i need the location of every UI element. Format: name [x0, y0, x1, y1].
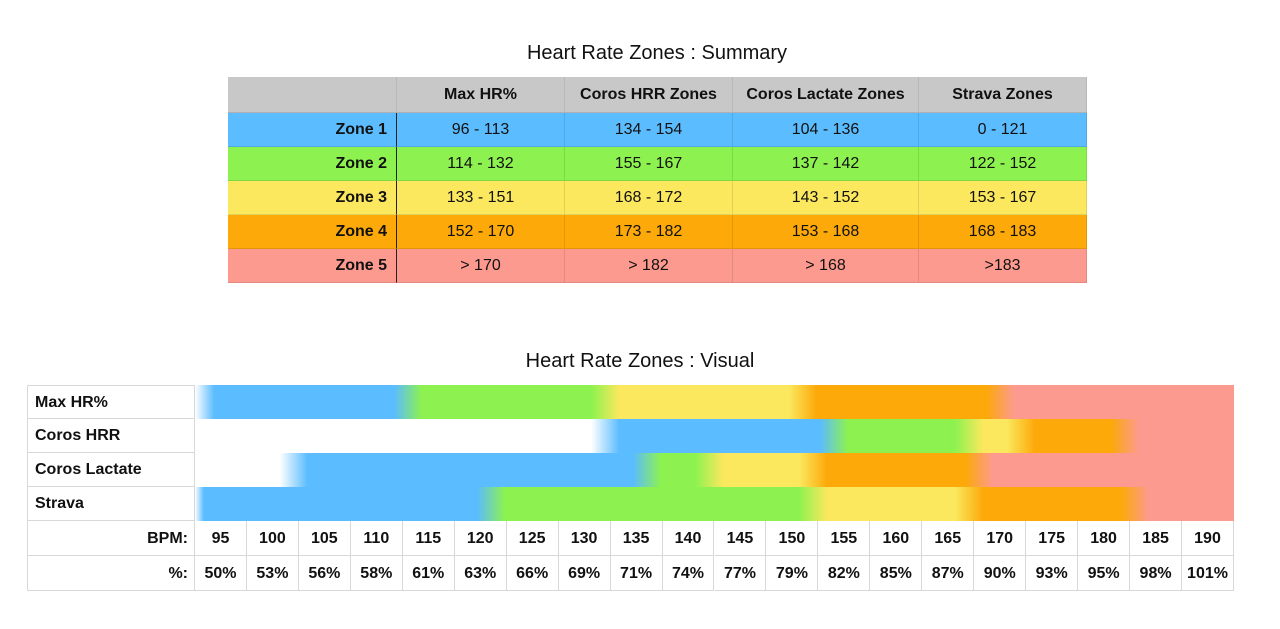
bpm-tick: 130	[558, 521, 611, 556]
series-label: Coros Lactate	[27, 453, 195, 487]
header-coros-hrr: Coros HRR Zones	[565, 77, 733, 113]
bpm-tick: 165	[922, 521, 975, 556]
zone-range-cell: > 182	[565, 249, 733, 283]
pct-tick: 56%	[298, 556, 351, 591]
bpm-tick: 175	[1026, 521, 1079, 556]
bpm-row-label: BPM:	[27, 521, 195, 556]
bpm-tick: 170	[974, 521, 1027, 556]
header-coros-lactate: Coros Lactate Zones	[733, 77, 919, 113]
zone-label: Zone 3	[228, 181, 397, 215]
zone-range-cell: 137 - 142	[733, 147, 919, 181]
zone-bar-max-hr-	[195, 385, 1234, 419]
bpm-row: BPM: 95 100 105 110 115 120 125 130 135 140 145 150 1…	[27, 521, 1234, 556]
pct-tick: 50%	[195, 556, 247, 591]
bpm-tick: 140	[662, 521, 715, 556]
series-label: Coros HRR	[27, 419, 195, 453]
bpm-tick: 135	[610, 521, 663, 556]
zone-bar-coros-hrr	[195, 419, 1234, 453]
zone-label: Zone 5	[228, 249, 397, 283]
visual-title: Heart Rate Zones : Visual	[525, 350, 755, 372]
zone-label: Zone 1	[228, 113, 397, 147]
bpm-tick: 105	[298, 521, 351, 556]
pct-tick: 58%	[350, 556, 403, 591]
bpm-tick: 160	[870, 521, 923, 556]
bpm-tick: 115	[402, 521, 455, 556]
pct-tick: 85%	[870, 556, 923, 591]
bpm-tick: 155	[818, 521, 871, 556]
bpm-tick: 110	[350, 521, 403, 556]
zone-range-cell: > 170	[397, 249, 565, 283]
zone-bar-strava	[195, 487, 1234, 521]
zone-range-cell: >183	[919, 249, 1087, 283]
summary-header-row: Max HR% Coros HRR Zones Coros Lactate Zo…	[228, 77, 1087, 113]
pct-tick: 61%	[402, 556, 455, 591]
bpm-tick: 95	[195, 521, 247, 556]
visual-chart: Max HR% Coros HRR Coros Lactate Strava BPM: 9…	[27, 385, 1234, 592]
pct-tick: 87%	[922, 556, 975, 591]
zone-range-cell: 104 - 136	[733, 113, 919, 147]
pct-tick: 74%	[662, 556, 715, 591]
pct-tick: 71%	[610, 556, 663, 591]
zone-range-cell: 143 - 152	[733, 181, 919, 215]
pct-row: %: 50% 53% 56% 58% 61% 63% 66% 69% 71% 74% 77% 79% 82…	[27, 556, 1234, 591]
pct-tick: 90%	[974, 556, 1027, 591]
bpm-tick: 185	[1130, 521, 1183, 556]
summary-row-zone-3: Zone 3 133 - 151 168 - 172 143 - 152 153 - 1…	[228, 181, 1087, 215]
zone-range-cell: 168 - 172	[565, 181, 733, 215]
pct-tick: 77%	[714, 556, 767, 591]
pct-row-label: %:	[27, 556, 195, 591]
header-corner	[228, 77, 397, 113]
bpm-tick: 150	[766, 521, 819, 556]
pct-tick: 93%	[1026, 556, 1079, 591]
zone-range-cell: 114 - 132	[397, 147, 565, 181]
summary-title: Heart Rate Zones : Summary	[526, 42, 788, 64]
pct-tick: 95%	[1078, 556, 1131, 591]
summary-table: Max HR% Coros HRR Zones Coros Lactate Zo…	[228, 77, 1087, 284]
bpm-tick: 190	[1182, 521, 1234, 556]
bpm-tick: 145	[714, 521, 767, 556]
zone-range-cell: 153 - 167	[919, 181, 1087, 215]
zone-range-cell: 153 - 168	[733, 215, 919, 249]
bpm-tick: 180	[1078, 521, 1131, 556]
zone-range-cell: 152 - 170	[397, 215, 565, 249]
pct-tick: 66%	[506, 556, 559, 591]
zone-range-cell: 168 - 183	[919, 215, 1087, 249]
zone-label: Zone 2	[228, 147, 397, 181]
zone-range-cell: 173 - 182	[565, 215, 733, 249]
zone-range-cell: 122 - 152	[919, 147, 1087, 181]
series-label: Strava	[27, 487, 195, 521]
pct-tick: 101%	[1182, 556, 1234, 591]
summary-row-zone-1: Zone 1 96 - 113 134 - 154 104 - 136 0 - 121	[228, 113, 1087, 147]
header-strava: Strava Zones	[919, 77, 1087, 113]
zone-label: Zone 4	[228, 215, 397, 249]
zone-range-cell: > 168	[733, 249, 919, 283]
zone-range-cell: 133 - 151	[397, 181, 565, 215]
zone-bar-coros-lactate	[195, 453, 1234, 487]
pct-tick: 53%	[246, 556, 299, 591]
bpm-tick: 120	[454, 521, 507, 556]
series-label: Max HR%	[27, 385, 195, 419]
pct-tick: 82%	[818, 556, 871, 591]
pct-tick: 98%	[1130, 556, 1183, 591]
zone-range-cell: 134 - 154	[565, 113, 733, 147]
summary-row-zone-2: Zone 2 114 - 132 155 - 167 137 - 142 122 - 1…	[228, 147, 1087, 181]
zone-range-cell: 0 - 121	[919, 113, 1087, 147]
bpm-tick: 100	[246, 521, 299, 556]
summary-row-zone-4: Zone 4 152 - 170 173 - 182 153 - 168 168 - 1…	[228, 215, 1087, 249]
pct-tick: 69%	[558, 556, 611, 591]
pct-tick: 79%	[766, 556, 819, 591]
summary-row-zone-5: Zone 5 > 170 > 182 > 168 >183	[228, 249, 1087, 283]
header-max-hr: Max HR%	[397, 77, 565, 113]
pct-tick: 63%	[454, 556, 507, 591]
bpm-tick: 125	[506, 521, 559, 556]
zone-range-cell: 155 - 167	[565, 147, 733, 181]
zone-range-cell: 96 - 113	[397, 113, 565, 147]
